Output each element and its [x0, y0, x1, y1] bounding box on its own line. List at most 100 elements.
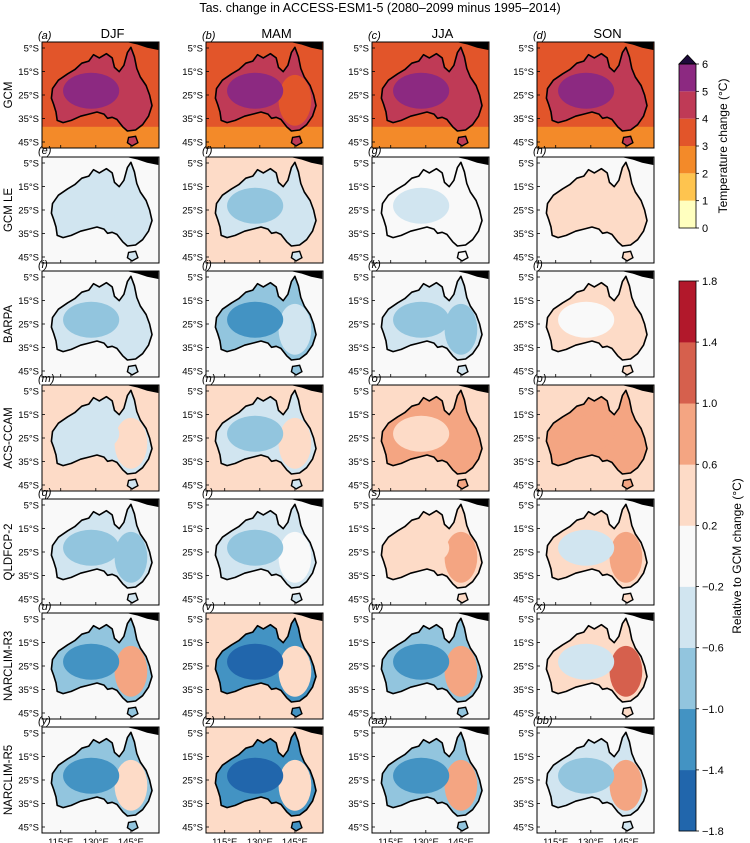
- lat-tick-label: 35°S: [348, 114, 369, 125]
- lat-tick-label: 45°S: [348, 823, 369, 834]
- lon-tick-label: 130°E: [83, 837, 109, 843]
- row-label: BARPA: [3, 305, 15, 343]
- australia-coastline: [545, 731, 648, 817]
- tasmania-coastline: [456, 478, 469, 490]
- tasmania-coastline: [621, 592, 634, 604]
- lat-tick-label: 35°S: [513, 799, 534, 810]
- lat-tick-label: 15°S: [18, 410, 39, 421]
- lat-tick-label: 25°S: [182, 434, 203, 445]
- lat-tick-label: 25°S: [182, 91, 203, 102]
- lat-tick-label: 45°S: [513, 138, 534, 149]
- column-header-djf: DJF: [101, 26, 125, 41]
- lat-tick-label: 15°S: [18, 638, 39, 649]
- australia-coastline: [214, 389, 317, 475]
- lat-tick-label: 25°S: [513, 91, 534, 102]
- eastern-anomaly: [444, 759, 478, 811]
- lat-tick-label: 25°S: [348, 548, 369, 559]
- map-panel: (g): [368, 145, 490, 264]
- interior-anomaly: [227, 415, 284, 452]
- lat-tick-label: 5°S: [24, 44, 39, 55]
- southern-ocean-band: [42, 126, 159, 148]
- lat-tick-label: 15°S: [182, 524, 203, 535]
- lat-tick-label: 35°S: [182, 343, 203, 354]
- lat-tick-label: 25°S: [348, 434, 369, 445]
- lat-tick-label: 45°S: [182, 595, 203, 606]
- eastern-anomaly: [444, 303, 478, 355]
- colorbar-swatch: [679, 586, 696, 648]
- panel-label: (w): [368, 601, 384, 613]
- lat-tick-label: 5°S: [519, 729, 534, 740]
- map-panel: (bb): [533, 715, 655, 834]
- lat-tick-label: 5°S: [24, 159, 39, 170]
- interior-anomaly: [227, 529, 284, 566]
- eastern-anomaly: [114, 417, 148, 469]
- lat-tick-label: 15°S: [182, 410, 203, 421]
- lat-tick-label: 5°S: [354, 44, 369, 55]
- lat-tick-label: 15°S: [348, 67, 369, 78]
- eastern-anomaly: [278, 74, 312, 126]
- interior-anomaly: [558, 72, 615, 109]
- eastern-anomaly: [444, 74, 478, 126]
- australia-coastline: [50, 161, 153, 247]
- lat-tick-label: 35°S: [182, 229, 203, 240]
- lat-tick-label: 5°S: [188, 729, 203, 740]
- panel-label: (g): [368, 145, 382, 157]
- interior-anomaly: [63, 757, 120, 794]
- lat-tick-label: 25°S: [348, 320, 369, 331]
- lon-tick-label: 145°E: [613, 837, 639, 843]
- lat-tick-label: 5°S: [188, 273, 203, 284]
- colorbar-swatch: [679, 200, 696, 228]
- map-panel: (aa): [368, 715, 490, 834]
- row-label: ACS-CCAM: [3, 407, 15, 468]
- australia-coastline: [380, 617, 483, 703]
- colorbar-tick-label: −1.4: [702, 765, 724, 777]
- lat-tick-label: 25°S: [513, 662, 534, 673]
- panel-label: (z): [202, 715, 215, 727]
- tasmania-coastline: [290, 135, 303, 147]
- lat-tick-label: 35°S: [18, 457, 39, 468]
- tasmania-coastline: [290, 478, 303, 490]
- map-panel: (a): [38, 30, 160, 149]
- lat-tick-label: 35°S: [18, 343, 39, 354]
- colorbar-tick-label: 0.6: [702, 459, 717, 471]
- panel-label: (o): [368, 373, 382, 385]
- panel-label: (n): [202, 373, 216, 385]
- map-panel: (z): [202, 715, 324, 834]
- lat-tick-label: 35°S: [18, 114, 39, 125]
- row-label: NARCLIM-R3: [3, 631, 15, 701]
- tasmania-coastline: [290, 364, 303, 376]
- lat-tick-label: 45°S: [348, 367, 369, 378]
- lat-tick-label: 35°S: [182, 114, 203, 125]
- colorbar-tick-label: −0.2: [702, 582, 724, 594]
- lat-tick-label: 15°S: [18, 296, 39, 307]
- interior-anomaly: [63, 643, 120, 680]
- lat-tick-label: 35°S: [348, 685, 369, 696]
- interior-anomaly: [227, 187, 284, 224]
- colorbar-tick-label: 1.0: [702, 398, 717, 410]
- eastern-anomaly: [609, 417, 643, 469]
- lat-tick-label: 5°S: [188, 387, 203, 398]
- panel-label: (q): [38, 487, 52, 499]
- panel-label: (e): [38, 145, 52, 157]
- lat-tick-label: 15°S: [182, 638, 203, 649]
- lat-tick-label: 5°S: [519, 501, 534, 512]
- map-panel: (p): [533, 373, 655, 492]
- lat-tick-label: 45°S: [182, 253, 203, 264]
- colorbar-swatch: [679, 342, 696, 404]
- lat-tick-label: 25°S: [182, 320, 203, 331]
- lat-tick-label: 25°S: [182, 206, 203, 217]
- lat-tick-label: 5°S: [354, 159, 369, 170]
- interior-anomaly: [558, 301, 615, 338]
- lat-tick-label: 45°S: [18, 823, 39, 834]
- lat-tick-label: 5°S: [188, 615, 203, 626]
- colorbar-tick-label: 1: [702, 196, 708, 208]
- australia-coastline: [545, 389, 648, 475]
- eastern-anomaly: [278, 303, 312, 355]
- colorbar-swatch: [679, 64, 696, 92]
- colorbar-swatch: [679, 403, 696, 465]
- map-panel: (y): [38, 715, 160, 834]
- lat-tick-label: 45°S: [18, 253, 39, 264]
- lat-tick-label: 15°S: [513, 638, 534, 649]
- panel-label: (t): [533, 487, 544, 499]
- lat-tick-label: 15°S: [513, 524, 534, 535]
